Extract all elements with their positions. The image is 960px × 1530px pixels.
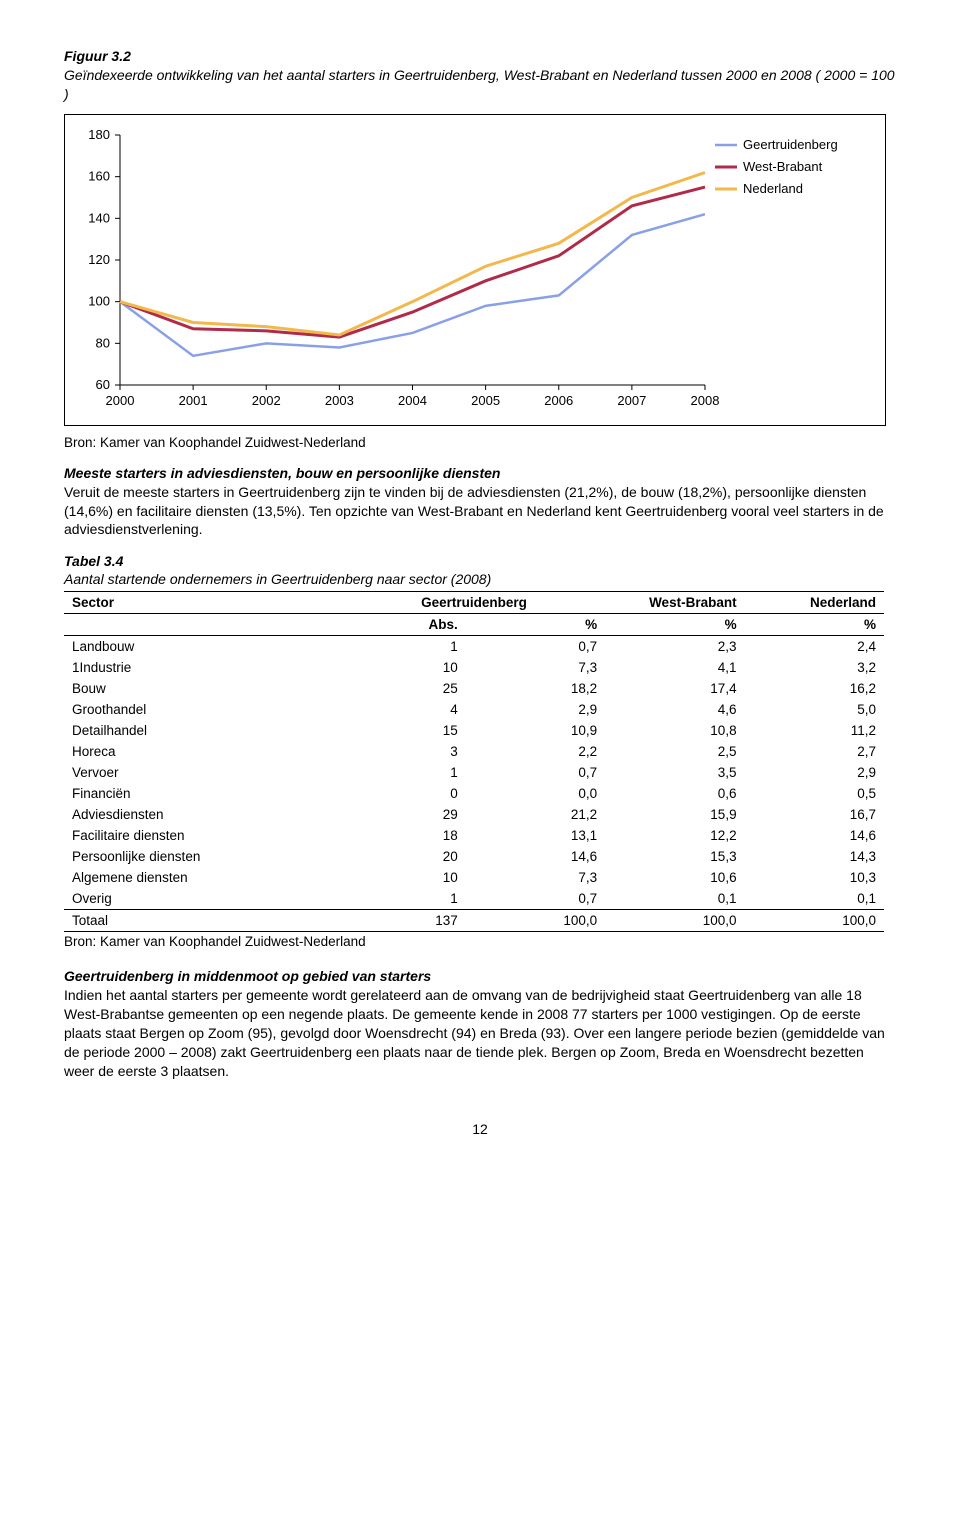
svg-text:2000: 2000 <box>106 393 135 408</box>
svg-text:60: 60 <box>96 377 110 392</box>
svg-text:2008: 2008 <box>691 393 720 408</box>
paragraph-body: Indien het aantal starters per gemeente … <box>64 987 885 1079</box>
table-row: Persoonlijke diensten2014,615,314,3 <box>64 846 884 867</box>
table-row: Facilitaire diensten1813,112,214,6 <box>64 825 884 846</box>
svg-text:Nederland: Nederland <box>743 181 803 196</box>
figure-title: Geïndexeerde ontwikkeling van het aantal… <box>64 66 896 104</box>
svg-text:80: 80 <box>96 335 110 350</box>
paragraph-body: Veruit de meeste starters in Geertruiden… <box>64 484 884 538</box>
table-label: Tabel 3.4 <box>64 553 896 569</box>
figure-source: Bron: Kamer van Koophandel Zuidwest-Nede… <box>64 435 896 450</box>
table-row: Landbouw10,72,32,4 <box>64 636 884 658</box>
table-header: Sector <box>64 592 343 614</box>
table-subheader: Abs. <box>343 614 466 636</box>
table-row: Algemene diensten107,310,610,3 <box>64 867 884 888</box>
table-row: 1Industrie107,34,13,2 <box>64 657 884 678</box>
svg-text:120: 120 <box>88 252 110 267</box>
table-subheader: % <box>745 614 884 636</box>
table-total-row: Totaal137100,0100,0100,0 <box>64 910 884 932</box>
svg-text:2005: 2005 <box>471 393 500 408</box>
table-subheader: % <box>605 614 744 636</box>
table-subheader: % <box>466 614 605 636</box>
svg-text:140: 140 <box>88 210 110 225</box>
table-subheader <box>64 614 343 636</box>
table-row: Overig10,70,10,1 <box>64 888 884 910</box>
table-row: Financiën00,00,60,5 <box>64 783 884 804</box>
figure-label: Figuur 3.2 <box>64 48 896 64</box>
svg-text:2007: 2007 <box>617 393 646 408</box>
table-row: Vervoer10,73,52,9 <box>64 762 884 783</box>
sector-table: SectorGeertruidenbergWest-BrabantNederla… <box>64 591 884 932</box>
svg-text:2003: 2003 <box>325 393 354 408</box>
table-row: Horeca32,22,52,7 <box>64 741 884 762</box>
paragraph-starters-sectors: Meeste starters in adviesdiensten, bouw … <box>64 464 896 540</box>
svg-text:2002: 2002 <box>252 393 281 408</box>
table-header: Nederland <box>745 592 884 614</box>
table-row: Bouw2518,217,416,2 <box>64 678 884 699</box>
svg-text:160: 160 <box>88 168 110 183</box>
svg-text:2006: 2006 <box>544 393 573 408</box>
svg-text:Geertruidenberg: Geertruidenberg <box>743 137 838 152</box>
svg-text:180: 180 <box>88 127 110 142</box>
table-header: Geertruidenberg <box>343 592 605 614</box>
table-row: Detailhandel1510,910,811,2 <box>64 720 884 741</box>
svg-text:2004: 2004 <box>398 393 427 408</box>
paragraph-heading: Meeste starters in adviesdiensten, bouw … <box>64 465 500 481</box>
svg-text:West-Brabant: West-Brabant <box>743 159 823 174</box>
paragraph-heading: Geertruidenberg in middenmoot op gebied … <box>64 968 431 984</box>
table-row: Groothandel42,94,65,0 <box>64 699 884 720</box>
table-header: West-Brabant <box>605 592 744 614</box>
svg-text:2001: 2001 <box>179 393 208 408</box>
page-number: 12 <box>64 1121 896 1137</box>
line-chart: 60 80 100 120 140 160 180 2000 2001 2002 2003 2004 2… <box>64 114 884 429</box>
table-source: Bron: Kamer van Koophandel Zuidwest-Nede… <box>64 934 896 949</box>
svg-text:100: 100 <box>88 293 110 308</box>
paragraph-middenmoot: Geertruidenberg in middenmoot op gebied … <box>64 967 896 1080</box>
table-title: Aantal startende ondernemers in Geertrui… <box>64 571 896 587</box>
table-row: Adviesdiensten2921,215,916,7 <box>64 804 884 825</box>
